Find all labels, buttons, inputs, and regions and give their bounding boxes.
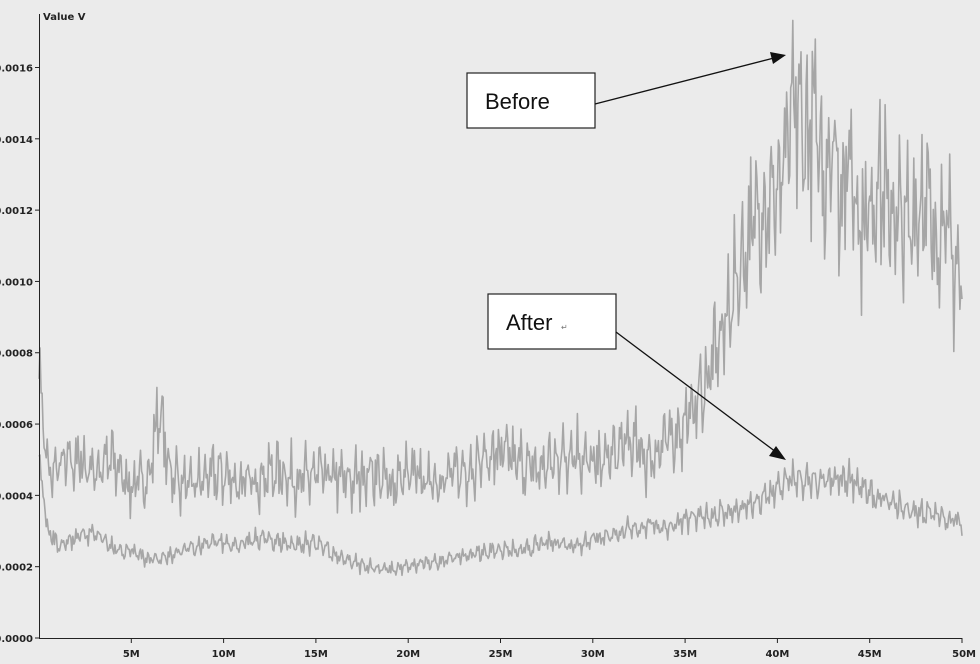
callout-before-arrowhead [770, 52, 786, 64]
x-tick-label: 15M [304, 649, 328, 660]
x-tick-label: 30M [581, 649, 605, 660]
y-tick-label: 0.0002 [0, 563, 33, 574]
y-tick-label: 0.0016 [0, 63, 33, 74]
x-tick-label: 40M [765, 649, 789, 660]
callout-after-return-mark: ↵ [561, 323, 568, 332]
series-line-after [38, 454, 963, 577]
y-tick-label: 0.0000 [0, 634, 33, 645]
series-line-before [38, 19, 963, 520]
x-tick-label: 20M [396, 649, 420, 660]
x-tick-label: 5M [123, 649, 140, 660]
y-tick-label: 0.0012 [0, 206, 33, 217]
y-tick-label: 0.0014 [0, 135, 33, 146]
y-axis-title: Value V [43, 12, 86, 23]
callout-after-arrow [615, 331, 777, 453]
callout-after-label: After [506, 310, 552, 335]
callout-before-arrow [594, 57, 775, 105]
x-tick-label: 25M [489, 649, 513, 660]
callout-after-box [487, 293, 617, 350]
series-layer [38, 19, 963, 577]
y-tick-label: 0.0008 [0, 349, 33, 360]
callout-before: Before [466, 52, 786, 129]
callout-before-label: Before [485, 89, 550, 114]
callout-after-arrowhead [769, 446, 786, 460]
y-tick-label: 0.0010 [0, 277, 33, 288]
x-tick-label: 45M [858, 649, 882, 660]
y-tick-label: 0.0006 [0, 420, 33, 431]
x-tick-label: 50M [952, 649, 976, 660]
y-tick-label: 0.0004 [0, 491, 33, 502]
callout-before-box [466, 72, 596, 129]
x-tick-label: 10M [212, 649, 236, 660]
x-tick-label: 35M [673, 649, 697, 660]
ticks-layer: 0.0000 0.0002 0.0004 0.0006 0.0008 0.0010 0.00… [0, 63, 976, 660]
callout-after: After ↵ [487, 293, 786, 460]
